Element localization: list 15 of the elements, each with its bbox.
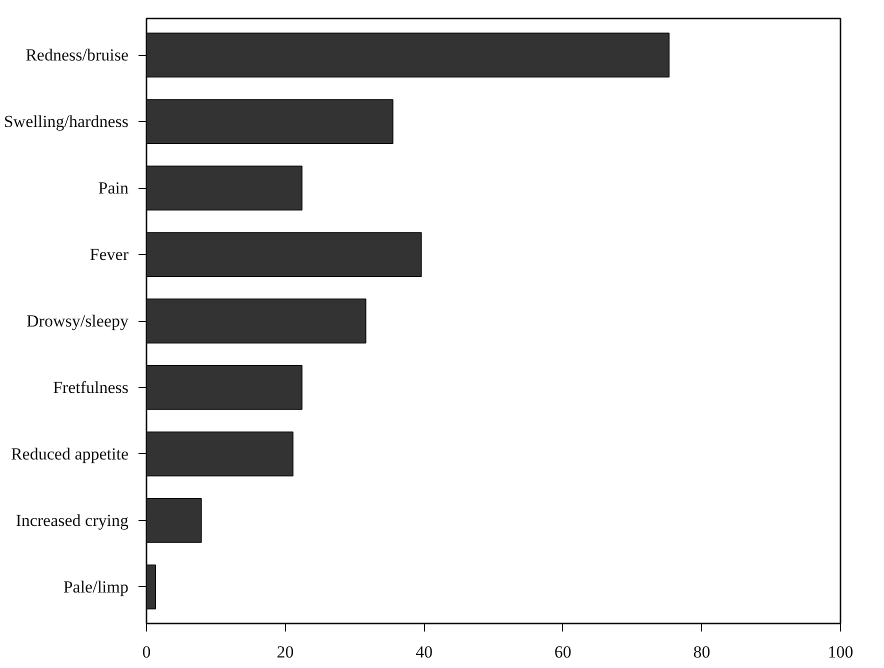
y-tick-label: Increased crying xyxy=(16,510,129,530)
x-tick-label: 40 xyxy=(416,642,433,662)
y-tick-label: Pain xyxy=(98,178,129,198)
y-tick-label: Fretfulness xyxy=(52,378,128,397)
y-tick-label: Swelling/hardness xyxy=(4,112,129,132)
x-tick-label: 0 xyxy=(142,642,151,662)
x-tick-label: 20 xyxy=(276,642,294,662)
y-tick-label: Reduced appetite xyxy=(10,444,128,464)
y-tick-label: Drowsy/sleepy xyxy=(26,312,129,330)
y-tick-label: Pale/limp xyxy=(63,577,129,596)
x-tick-label: 100 xyxy=(828,642,854,662)
y-tick-label: Redness/bruise xyxy=(26,46,129,65)
x-tick-label: 80 xyxy=(693,642,710,662)
x-tick-label: 60 xyxy=(554,642,572,662)
y-tick-label: Fever xyxy=(90,245,129,264)
